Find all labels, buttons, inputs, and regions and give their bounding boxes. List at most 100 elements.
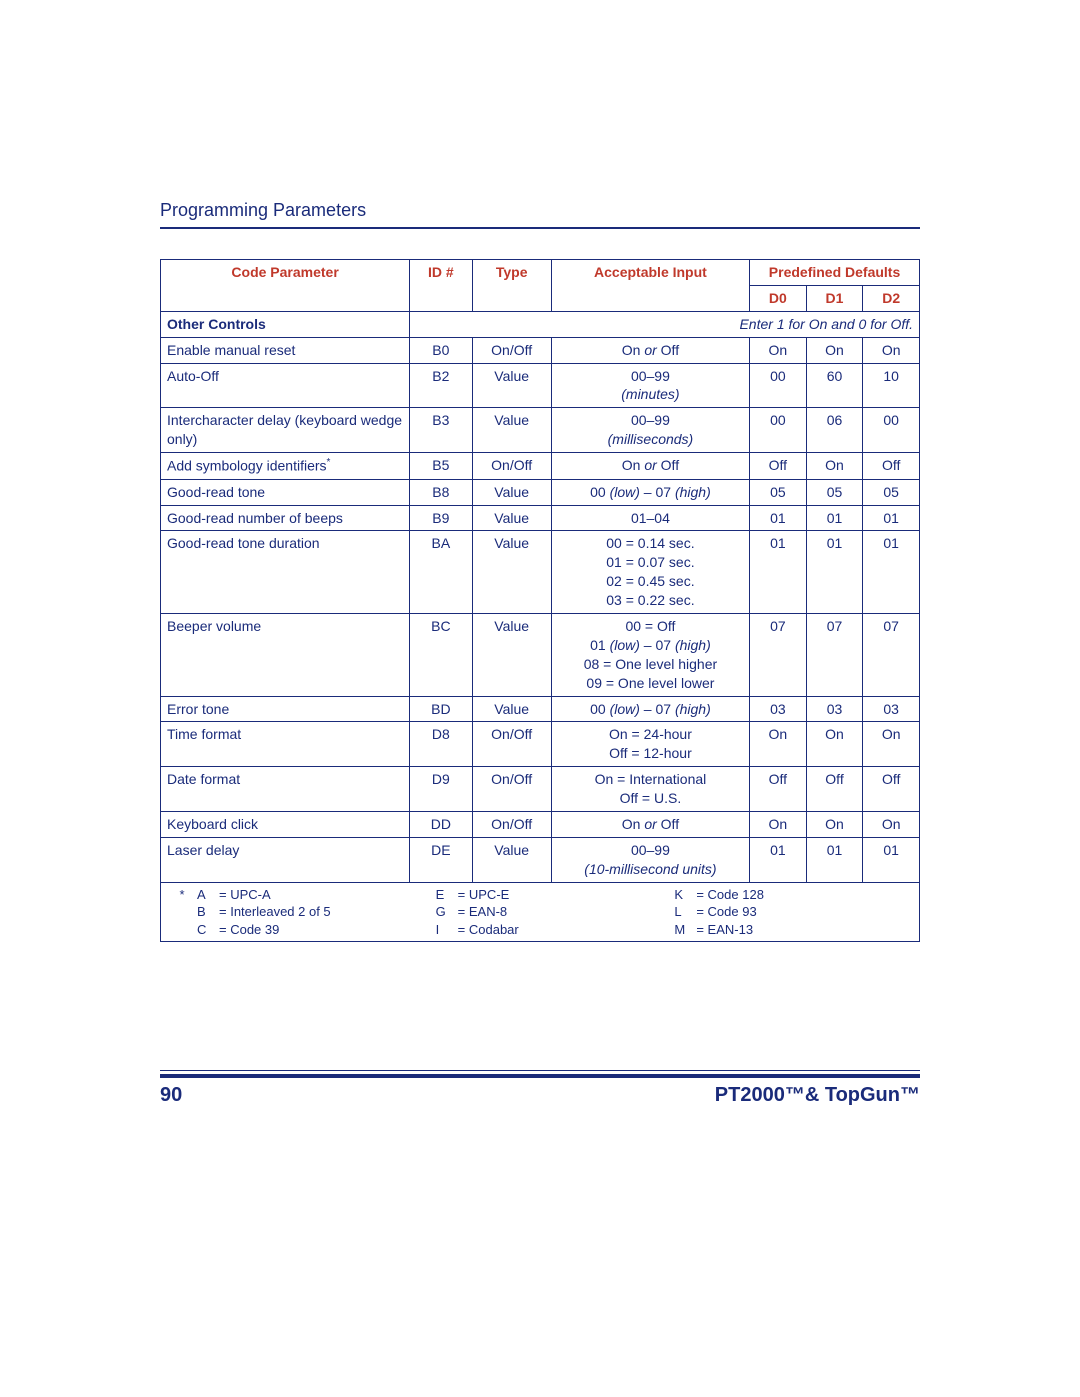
cell-param: Add symbology identifiers* xyxy=(161,453,410,480)
cell-input: 01–04 xyxy=(551,505,749,531)
cell-d1: Off xyxy=(806,767,863,812)
cell-id: DE xyxy=(410,837,472,882)
footnote-row: *A= UPC-AB= Interleaved 2 of 5C= Code 39… xyxy=(161,882,920,942)
header-d0: D0 xyxy=(750,285,807,311)
cell-param: Enable manual reset xyxy=(161,337,410,363)
cell-d1: On xyxy=(806,812,863,838)
cell-input: On = 24-hourOff = 12-hour xyxy=(551,722,749,767)
cell-d1: On xyxy=(806,453,863,480)
cell-input: On or Off xyxy=(551,337,749,363)
cell-id: D9 xyxy=(410,767,472,812)
cell-param: Good-read tone duration xyxy=(161,531,410,614)
cell-id: D8 xyxy=(410,722,472,767)
cell-d1: 07 xyxy=(806,614,863,697)
header-type: Type xyxy=(472,260,551,312)
table-row: Keyboard clickDDOn/OffOn or OffOnOnOn xyxy=(161,812,920,838)
cell-d1: 01 xyxy=(806,837,863,882)
table-row: Auto-OffB2Value00–99(minutes)006010 xyxy=(161,363,920,408)
table-row: Enable manual resetB0On/OffOn or OffOnOn… xyxy=(161,337,920,363)
cell-id: B3 xyxy=(410,408,472,453)
cell-d2: On xyxy=(863,722,920,767)
cell-d2: Off xyxy=(863,767,920,812)
cell-input: 00–99(minutes) xyxy=(551,363,749,408)
cell-type: Value xyxy=(472,837,551,882)
cell-input: 00 (low) – 07 (high) xyxy=(551,479,749,505)
cell-type: Value xyxy=(472,531,551,614)
parameters-table: Code Parameter ID # Type Acceptable Inpu… xyxy=(160,259,920,942)
page-number: 90 xyxy=(160,1084,182,1107)
cell-d0: 03 xyxy=(750,696,807,722)
table-row: Good-read toneB8Value00 (low) – 07 (high… xyxy=(161,479,920,505)
table-row: Good-read number of beepsB9Value01–04010… xyxy=(161,505,920,531)
cell-input: 00–99(milliseconds) xyxy=(551,408,749,453)
cell-id: B5 xyxy=(410,453,472,480)
cell-d0: 01 xyxy=(750,531,807,614)
table-row: Beeper volumeBCValue00 = Off01 (low) – 0… xyxy=(161,614,920,697)
footnote-cell: *A= UPC-AB= Interleaved 2 of 5C= Code 39… xyxy=(161,882,920,942)
cell-d2: 05 xyxy=(863,479,920,505)
cell-d0: Off xyxy=(750,767,807,812)
cell-d1: 01 xyxy=(806,531,863,614)
cell-d2: 01 xyxy=(863,505,920,531)
section-label: Other Controls xyxy=(161,311,410,337)
cell-d2: Off xyxy=(863,453,920,480)
table-row: Time formatD8On/OffOn = 24-hourOff = 12-… xyxy=(161,722,920,767)
cell-param: Time format xyxy=(161,722,410,767)
cell-type: On/Off xyxy=(472,337,551,363)
cell-d2: On xyxy=(863,337,920,363)
cell-d1: 01 xyxy=(806,505,863,531)
cell-type: Value xyxy=(472,363,551,408)
cell-d2: 01 xyxy=(863,531,920,614)
cell-d0: 01 xyxy=(750,837,807,882)
header-d1: D1 xyxy=(806,285,863,311)
cell-input: On or Off xyxy=(551,453,749,480)
cell-param: Good-read tone xyxy=(161,479,410,505)
cell-d1: 05 xyxy=(806,479,863,505)
header-predefined-defaults: Predefined Defaults xyxy=(750,260,920,286)
cell-d2: 01 xyxy=(863,837,920,882)
cell-id: B8 xyxy=(410,479,472,505)
cell-input: On = InternationalOff = U.S. xyxy=(551,767,749,812)
cell-d0: 01 xyxy=(750,505,807,531)
cell-id: BA xyxy=(410,531,472,614)
product-name: PT2000™& TopGun™ xyxy=(715,1084,920,1107)
section-note: Enter 1 for On and 0 for Off. xyxy=(410,311,920,337)
cell-type: Value xyxy=(472,408,551,453)
cell-d1: 06 xyxy=(806,408,863,453)
cell-d2: 10 xyxy=(863,363,920,408)
cell-param: Auto-Off xyxy=(161,363,410,408)
cell-id: BC xyxy=(410,614,472,697)
cell-param: Beeper volume xyxy=(161,614,410,697)
cell-type: On/Off xyxy=(472,453,551,480)
cell-d1: 03 xyxy=(806,696,863,722)
cell-id: BD xyxy=(410,696,472,722)
cell-type: Value xyxy=(472,505,551,531)
cell-param: Good-read number of beeps xyxy=(161,505,410,531)
cell-d2: 07 xyxy=(863,614,920,697)
cell-d2: 03 xyxy=(863,696,920,722)
cell-id: DD xyxy=(410,812,472,838)
table-row: Date formatD9On/OffOn = InternationalOff… xyxy=(161,767,920,812)
cell-id: B0 xyxy=(410,337,472,363)
cell-d1: On xyxy=(806,722,863,767)
cell-type: On/Off xyxy=(472,722,551,767)
section-row: Other Controls Enter 1 for On and 0 for … xyxy=(161,311,920,337)
cell-input: 00 = 0.14 sec.01 = 0.07 sec.02 = 0.45 se… xyxy=(551,531,749,614)
section-title: Programming Parameters xyxy=(160,200,920,229)
cell-param: Error tone xyxy=(161,696,410,722)
header-d2: D2 xyxy=(863,285,920,311)
header-id: ID # xyxy=(410,260,472,312)
cell-param: Intercharacter delay (keyboard wedge onl… xyxy=(161,408,410,453)
cell-d0: On xyxy=(750,812,807,838)
cell-type: Value xyxy=(472,479,551,505)
cell-type: Value xyxy=(472,614,551,697)
cell-type: On/Off xyxy=(472,812,551,838)
cell-d2: On xyxy=(863,812,920,838)
header-code-parameter: Code Parameter xyxy=(161,260,410,312)
table-row: Add symbology identifiers*B5On/OffOn or … xyxy=(161,453,920,480)
cell-param: Laser delay xyxy=(161,837,410,882)
cell-param: Keyboard click xyxy=(161,812,410,838)
cell-input: On or Off xyxy=(551,812,749,838)
cell-d0: Off xyxy=(750,453,807,480)
cell-d0: 00 xyxy=(750,408,807,453)
